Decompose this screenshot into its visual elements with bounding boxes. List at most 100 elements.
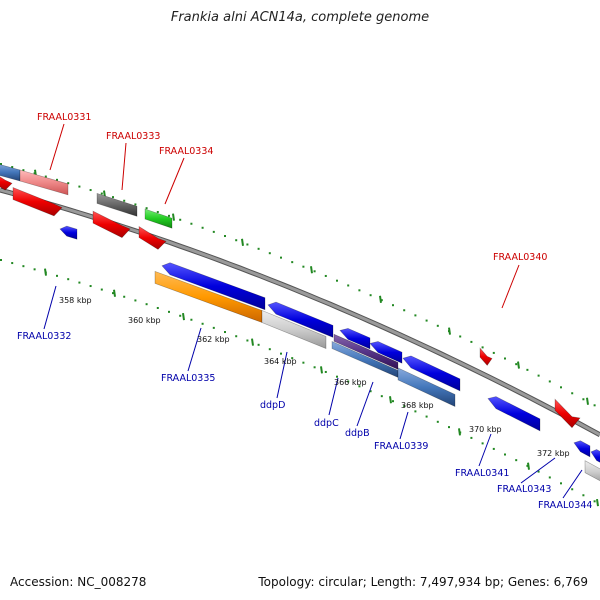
gene-label-fraal0333[interactable]: FRAAL0333: [106, 131, 160, 142]
gene-label-fraal0340[interactable]: FRAAL0340: [493, 252, 547, 263]
scale-label-370: 370 kbp: [469, 425, 502, 434]
track-dot: [0, 259, 2, 261]
track-dot: [526, 368, 529, 371]
track-dot: [593, 500, 596, 503]
track-dot: [414, 410, 417, 413]
track-dot: [593, 404, 596, 407]
gene-label-fraal0334[interactable]: FRAAL0334: [159, 146, 213, 157]
feature-fraal0340: [479, 347, 493, 366]
track-dot: [358, 385, 361, 388]
track-dot: [571, 488, 574, 491]
track-dot: [347, 284, 350, 287]
feature-blue-c: [402, 355, 461, 392]
track-dot: [380, 299, 383, 302]
feature-fraal0331: [19, 169, 69, 196]
leader-line-bottom: [478, 433, 492, 467]
leader-line-top: [121, 142, 127, 191]
gene-label-fraal0341[interactable]: FRAAL0341: [455, 468, 509, 479]
gene-label-fraal0332[interactable]: FRAAL0332: [17, 331, 71, 342]
feature-fraal0333: [96, 192, 138, 217]
track-tick: [241, 238, 244, 246]
leader-line-bottom: [276, 351, 288, 399]
gene-label-fraal0331[interactable]: FRAAL0331: [37, 112, 91, 123]
genome-summary-text: Topology: circular; Length: 7,497,934 bp…: [258, 575, 588, 589]
track-dot: [548, 380, 551, 383]
gene-label-fraal0335[interactable]: FRAAL0335: [161, 373, 215, 384]
track-dot: [123, 295, 126, 298]
track-dot: [22, 169, 25, 172]
feature-fraal0343: [573, 440, 591, 458]
track-dot: [0, 163, 2, 165]
scale-label-372: 372 kbp: [537, 449, 570, 458]
track-dot: [425, 319, 428, 322]
track-dot: [492, 447, 495, 450]
scale-label-364: 364 kbp: [264, 357, 297, 366]
track-dot: [336, 375, 338, 378]
tick-tracks: [0, 163, 599, 507]
track-dot: [280, 352, 282, 355]
leader-line-bottom: [399, 411, 409, 440]
track-tick: [527, 462, 530, 470]
track-dot: [190, 222, 193, 225]
track-dot: [257, 247, 260, 250]
track-dot: [324, 274, 327, 277]
feature-red-3: [138, 225, 167, 250]
gene-label-fraal0343[interactable]: FRAAL0343: [497, 484, 551, 495]
gene-label-fraal0339[interactable]: FRAAL0339: [374, 441, 428, 452]
accession-text: Accession: NC_008278: [10, 575, 147, 589]
gene-label-ddpd[interactable]: ddpD: [260, 400, 285, 411]
feature-blue-b: [369, 341, 403, 364]
leader-line-bottom: [43, 285, 57, 330]
track-dot: [336, 279, 338, 282]
map-title: Frankia alni ACN14a, complete genome: [170, 10, 430, 25]
gene-label-fraal0344[interactable]: FRAAL0344: [538, 500, 592, 511]
track-dot: [168, 310, 170, 313]
feature-blue-long-2: [267, 301, 334, 338]
track-dot: [168, 214, 170, 217]
track-dot: [212, 326, 215, 329]
track-dot: [403, 309, 406, 312]
track-dot: [235, 239, 238, 242]
gene-label-ddpb[interactable]: ddpB: [345, 428, 370, 439]
track-dot: [515, 363, 518, 366]
track-tick: [44, 268, 47, 276]
feature-fraal0341: [487, 396, 541, 432]
track-tick: [379, 295, 382, 303]
track-dot: [571, 392, 574, 395]
feature-red-right: [554, 398, 581, 429]
track-dot: [78, 185, 81, 188]
track-dot: [291, 261, 294, 264]
leader-line-bottom: [520, 457, 556, 484]
feature-fraal0332: [59, 225, 78, 240]
track-dot: [78, 281, 81, 284]
track-dot: [369, 294, 372, 297]
track-dot: [280, 256, 282, 259]
track-dot: [89, 285, 92, 288]
track-dot: [347, 380, 350, 383]
track-dot: [11, 166, 14, 169]
track-dot: [201, 322, 204, 325]
scale-label-366: 366 kbp: [334, 378, 367, 387]
track-dot: [369, 390, 372, 393]
leader-line-top: [49, 123, 65, 171]
track-dot: [134, 299, 137, 302]
track-dot: [246, 339, 249, 342]
track-dot: [582, 398, 585, 401]
track-dot: [515, 459, 518, 462]
track-dot: [156, 210, 159, 213]
feature-fraal0334: [144, 208, 173, 229]
track-tick: [448, 327, 451, 335]
gene-features: [0, 164, 600, 482]
track-dot: [246, 243, 249, 246]
track-dot: [403, 405, 406, 408]
gene-label-ddpc[interactable]: ddpC: [314, 418, 339, 429]
track-dot: [112, 196, 114, 199]
track-dot: [134, 203, 137, 206]
track-dot: [481, 442, 484, 445]
feature-red-2: [92, 210, 131, 238]
track-tick: [389, 396, 392, 404]
track-dot: [67, 278, 70, 281]
track-dot: [224, 331, 226, 334]
track-dot: [436, 324, 439, 327]
